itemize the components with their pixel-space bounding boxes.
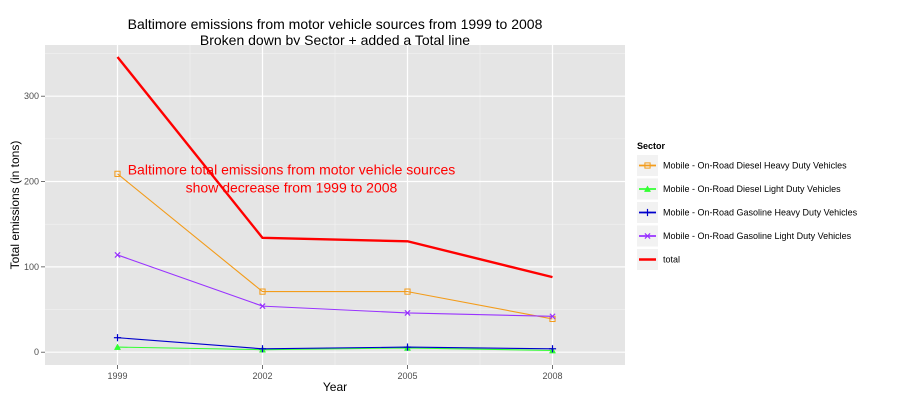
- grid-major: [45, 45, 625, 365]
- x-tick-label: 1999: [107, 371, 127, 381]
- legend: Sector Mobile - On-Road Diesel Heavy Duty…: [632, 136, 894, 296]
- data-point: [549, 313, 556, 320]
- legend-label: Mobile - On-Road Diesel Light Duty Vehic…: [663, 184, 841, 194]
- series-line-total: [116, 56, 553, 279]
- series-layer: [113, 56, 557, 354]
- x-axis-title: Year: [323, 380, 347, 394]
- legend-item: Mobile - On-Road Gasoline Light Duty Veh…: [637, 225, 852, 247]
- x-axis-ticks: 1999 2002 2005 2008: [107, 365, 563, 381]
- data-point: [113, 343, 122, 350]
- data-point: [404, 309, 411, 316]
- data-point: [259, 303, 266, 310]
- y-tick-label: 300: [24, 91, 39, 101]
- y-tick-label: 100: [24, 262, 39, 272]
- data-point: [548, 345, 557, 353]
- legend-label: total: [663, 255, 680, 265]
- y-axis-title: Total emissions (in tons): [8, 141, 22, 270]
- series-line-mobile-on-road-gasoline-heavy-duty-vehicles: [117, 337, 553, 350]
- x-tick-label: 2005: [397, 371, 417, 381]
- annotation-layer: Baltimore total emissions from motor veh…: [128, 162, 456, 196]
- annotation-text: show decrease from 1999 to 2008: [186, 180, 398, 196]
- legend-background: [632, 136, 894, 296]
- legend-label: Mobile - On-Road Diesel Heavy Duty Vehic…: [663, 161, 847, 171]
- legend-item: Mobile - On-Road Diesel Heavy Duty Vehic…: [637, 155, 847, 176]
- data-point: [404, 288, 411, 295]
- legend-marker: [644, 162, 651, 169]
- chart-subtitle: Broken down by Sector + added a Total li…: [200, 32, 470, 48]
- chart-title: Baltimore emissions from motor vehicle s…: [128, 16, 543, 32]
- data-point: [114, 251, 121, 258]
- data-point: [114, 170, 121, 177]
- annotation-text: Baltimore total emissions from motor veh…: [128, 162, 456, 178]
- legend-marker: [644, 232, 651, 240]
- x-tick-label: 2002: [252, 371, 272, 381]
- y-axis-ticks: 0 100 200 300: [24, 91, 45, 357]
- series-line-mobile-on-road-diesel-heavy-duty-vehicles: [117, 173, 553, 320]
- data-point: [258, 345, 267, 353]
- legend-item: total: [637, 249, 680, 270]
- legend-marker: [643, 208, 652, 217]
- y-tick-label: 0: [34, 347, 39, 357]
- legend-label: Mobile - On-Road Gasoline Light Duty Veh…: [663, 231, 852, 241]
- legend-item: Mobile - On-Road Diesel Light Duty Vehic…: [637, 178, 841, 200]
- x-tick-label: 2008: [542, 371, 562, 381]
- data-point: [259, 288, 266, 295]
- legend-marker: [643, 185, 652, 192]
- data-point: [113, 334, 122, 342]
- legend-item: Mobile - On-Road Gasoline Heavy Duty Veh…: [637, 202, 858, 223]
- series-line-mobile-on-road-gasoline-light-duty-vehicles: [117, 254, 553, 317]
- data-point: [403, 343, 412, 351]
- series-line-mobile-on-road-diesel-light-duty-vehicles: [117, 346, 553, 352]
- legend-title: Sector: [637, 141, 666, 151]
- legend-label: Mobile - On-Road Gasoline Heavy Duty Veh…: [663, 208, 858, 218]
- y-tick-label: 200: [24, 177, 39, 187]
